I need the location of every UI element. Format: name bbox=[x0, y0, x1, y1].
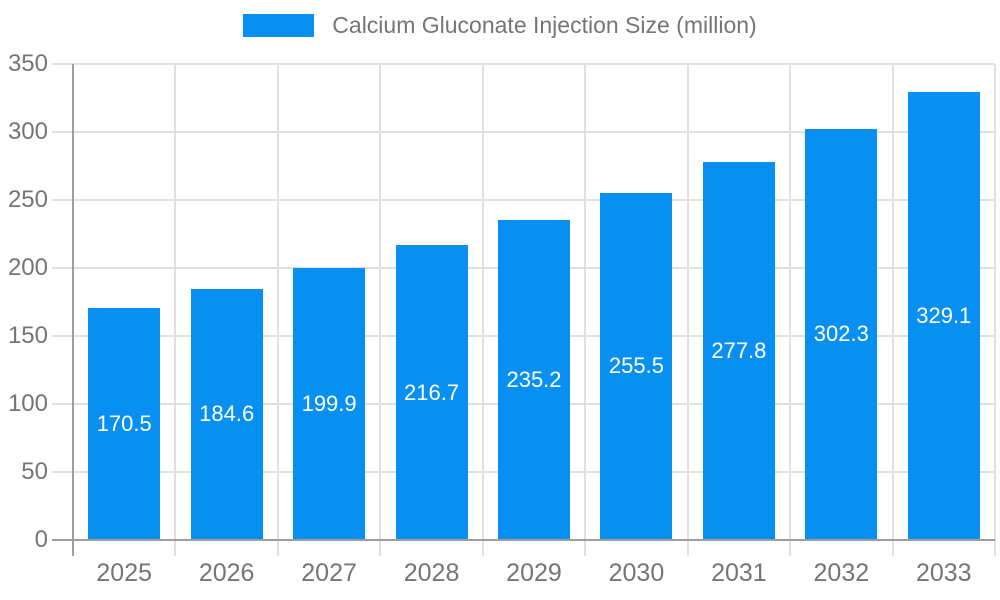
x-axis-line bbox=[52, 539, 995, 541]
legend[interactable]: Calcium Gluconate Injection Size (millio… bbox=[0, 12, 1000, 39]
gridline-x-3 bbox=[379, 64, 382, 556]
y-tick-label: 300 bbox=[7, 118, 48, 145]
bar-value-label: 277.8 bbox=[711, 338, 767, 364]
bar-2031[interactable]: 277.8 bbox=[702, 162, 775, 540]
gridline-y-250 bbox=[52, 199, 995, 201]
gridline-x-8 bbox=[891, 64, 894, 556]
y-tick-label: 250 bbox=[7, 186, 48, 213]
bar-value-label: 255.5 bbox=[608, 353, 664, 379]
y-tick-label: 100 bbox=[7, 390, 48, 417]
bar-value-label: 184.6 bbox=[199, 401, 255, 427]
bar-value-label: 170.5 bbox=[96, 411, 152, 437]
x-tick-label: 2029 bbox=[506, 559, 562, 587]
gridline-x-7 bbox=[789, 64, 792, 556]
legend-swatch-icon bbox=[243, 14, 315, 37]
x-tick-label: 2033 bbox=[915, 559, 972, 587]
gridline-x-9 bbox=[994, 64, 996, 556]
bar-value-label: 302.3 bbox=[813, 321, 869, 347]
x-tick-label: 2027 bbox=[301, 559, 357, 587]
y-tick-label: 350 bbox=[7, 50, 48, 77]
bar-2027[interactable]: 199.9 bbox=[293, 268, 366, 540]
y-tick-label: 200 bbox=[7, 254, 48, 281]
legend-label: Calcium Gluconate Injection Size (millio… bbox=[332, 12, 757, 38]
bar-value-label: 216.7 bbox=[404, 379, 460, 405]
bar-value-label: 329.1 bbox=[916, 303, 972, 329]
bar-value-label: 199.9 bbox=[301, 391, 357, 417]
gridline-y-300 bbox=[52, 131, 995, 133]
x-tick-label: 2032 bbox=[813, 559, 870, 587]
gridline-x-4 bbox=[481, 64, 484, 556]
y-tick-label: 50 bbox=[21, 458, 48, 485]
y-tick-label: 150 bbox=[7, 322, 48, 349]
gridline-x-2 bbox=[276, 64, 279, 556]
gridline-x-5 bbox=[584, 64, 587, 556]
x-tick-label: 2025 bbox=[96, 559, 153, 587]
x-tick-label: 2031 bbox=[711, 559, 767, 587]
bar-2025[interactable]: 170.5 bbox=[88, 308, 161, 540]
bar-2032[interactable]: 302.3 bbox=[805, 128, 878, 540]
bar-2026[interactable]: 184.6 bbox=[190, 288, 263, 540]
y-tick-label: 0 bbox=[34, 526, 48, 553]
x-tick-label: 2026 bbox=[198, 559, 255, 587]
y-axis-line bbox=[72, 64, 74, 556]
x-tick-label: 2030 bbox=[608, 559, 665, 587]
gridline-x-6 bbox=[686, 64, 689, 556]
bar-2033[interactable]: 329.1 bbox=[907, 92, 980, 540]
bar-2030[interactable]: 255.5 bbox=[600, 192, 673, 540]
gridline-x-1 bbox=[174, 64, 177, 556]
bar-2028[interactable]: 216.7 bbox=[395, 245, 468, 540]
bar-2029[interactable]: 235.2 bbox=[498, 220, 570, 540]
gridline-y-350 bbox=[52, 63, 995, 65]
bar-value-label: 235.2 bbox=[506, 367, 562, 393]
x-tick-label: 2028 bbox=[403, 559, 460, 587]
